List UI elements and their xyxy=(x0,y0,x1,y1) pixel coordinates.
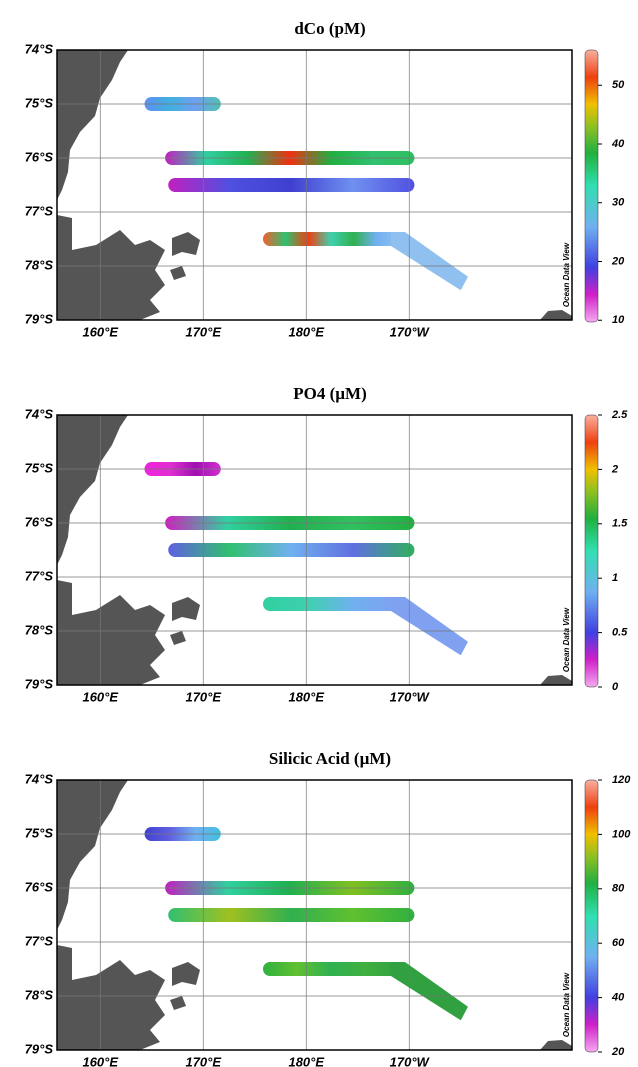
colorbar-tick-label: 2.5 xyxy=(611,409,628,421)
y-tick-label: 75°S xyxy=(25,460,54,475)
land xyxy=(57,50,128,200)
colorbar-tick-label: 80 xyxy=(612,883,625,895)
colorbar-tick-label: 100 xyxy=(612,828,631,840)
cruise-track xyxy=(168,543,415,557)
map-panel: dCo (pM) 160°E 170°E 180°E 170°W 74°S 75°S 76°S… xyxy=(25,19,625,340)
x-tick-label: 170°W xyxy=(390,324,431,339)
colorbar-tick-label: 60 xyxy=(612,937,625,949)
land xyxy=(57,415,128,565)
colorbar xyxy=(584,779,599,1053)
panel-title: Silicic Acid (µM) xyxy=(269,749,391,768)
land xyxy=(172,962,200,986)
colorbar-tick-label: 0.5 xyxy=(612,627,628,639)
panel-title: dCo (pM) xyxy=(294,19,365,38)
y-tick-label: 74°S xyxy=(25,406,54,421)
watermark: Ocean Data View xyxy=(562,242,571,307)
y-tick-label: 74°S xyxy=(25,41,54,56)
cruise-track xyxy=(390,962,468,1021)
colorbar-tick-label: 2 xyxy=(611,463,618,475)
y-tick-label: 78°S xyxy=(25,622,54,637)
y-tick-label: 75°S xyxy=(25,95,54,110)
y-tick-label: 76°S xyxy=(25,149,54,164)
land xyxy=(57,945,165,1050)
land xyxy=(57,215,165,320)
y-tick-label: 76°S xyxy=(25,514,54,529)
land xyxy=(57,780,128,930)
x-tick-label: 170°W xyxy=(390,689,431,704)
land xyxy=(540,310,572,320)
watermark: Ocean Data View xyxy=(562,972,571,1037)
y-tick-label: 77°S xyxy=(25,568,54,583)
y-tick-label: 76°S xyxy=(25,879,54,894)
y-tick-label: 78°S xyxy=(25,987,54,1002)
map-frame xyxy=(56,779,573,1051)
cruise-track xyxy=(168,178,415,192)
x-tick-label: 180°E xyxy=(288,1054,324,1067)
colorbar-tick-label: 1 xyxy=(612,572,618,584)
colorbar-tick-label: 20 xyxy=(611,1046,625,1058)
x-tick-label: 180°E xyxy=(288,689,324,704)
cruise-track xyxy=(390,232,468,291)
x-tick-label: 170°E xyxy=(185,324,221,339)
y-tick-label: 75°S xyxy=(25,825,54,840)
land xyxy=(172,232,200,256)
y-tick-label: 79°S xyxy=(25,311,54,326)
x-tick-label: 170°E xyxy=(185,1054,221,1067)
colorbar-tick-label: 0 xyxy=(612,681,619,693)
y-tick-label: 79°S xyxy=(25,676,54,691)
colorbar xyxy=(584,414,599,688)
colorbar-tick-label: 40 xyxy=(611,992,625,1004)
x-tick-label: 160°E xyxy=(82,1054,118,1067)
map-panel: PO4 (µM) 160°E 170°E 180°E 170°W 74°S 75°S 76°S… xyxy=(25,384,629,705)
y-tick-label: 74°S xyxy=(25,771,54,786)
x-tick-label: 160°E xyxy=(82,689,118,704)
colorbar xyxy=(584,49,599,323)
watermark: Ocean Data View xyxy=(562,607,571,672)
land xyxy=(540,1040,572,1050)
panel-title: PO4 (µM) xyxy=(293,384,367,403)
x-tick-label: 180°E xyxy=(288,324,324,339)
y-tick-label: 77°S xyxy=(25,933,54,948)
y-tick-label: 77°S xyxy=(25,203,54,218)
colorbar-tick-label: 40 xyxy=(611,138,625,150)
land xyxy=(172,597,200,621)
cruise-track xyxy=(263,962,399,976)
colorbar-tick-label: 1.5 xyxy=(612,518,628,530)
colorbar-tick-label: 50 xyxy=(612,79,625,91)
x-tick-label: 170°W xyxy=(390,1054,431,1067)
y-tick-label: 79°S xyxy=(25,1041,54,1056)
map-panel: Silicic Acid (µM) 160°E 170°E 180°E 170°W 74°… xyxy=(25,749,632,1067)
colorbar-tick-label: 10 xyxy=(612,314,625,326)
y-tick-label: 78°S xyxy=(25,257,54,272)
land xyxy=(170,631,186,645)
land xyxy=(540,675,572,685)
cruise-track xyxy=(168,908,415,922)
land xyxy=(170,996,186,1010)
cruise-track xyxy=(390,597,468,656)
cruise-track xyxy=(263,232,399,246)
map-frame xyxy=(56,49,573,321)
colorbar-tick-label: 30 xyxy=(612,197,625,209)
land xyxy=(170,266,186,280)
land xyxy=(57,580,165,685)
colorbar-tick-label: 120 xyxy=(612,774,631,786)
x-tick-label: 160°E xyxy=(82,324,118,339)
x-tick-label: 170°E xyxy=(185,689,221,704)
cruise-track xyxy=(263,597,399,611)
map-frame xyxy=(56,414,573,686)
colorbar-tick-label: 20 xyxy=(611,255,625,267)
